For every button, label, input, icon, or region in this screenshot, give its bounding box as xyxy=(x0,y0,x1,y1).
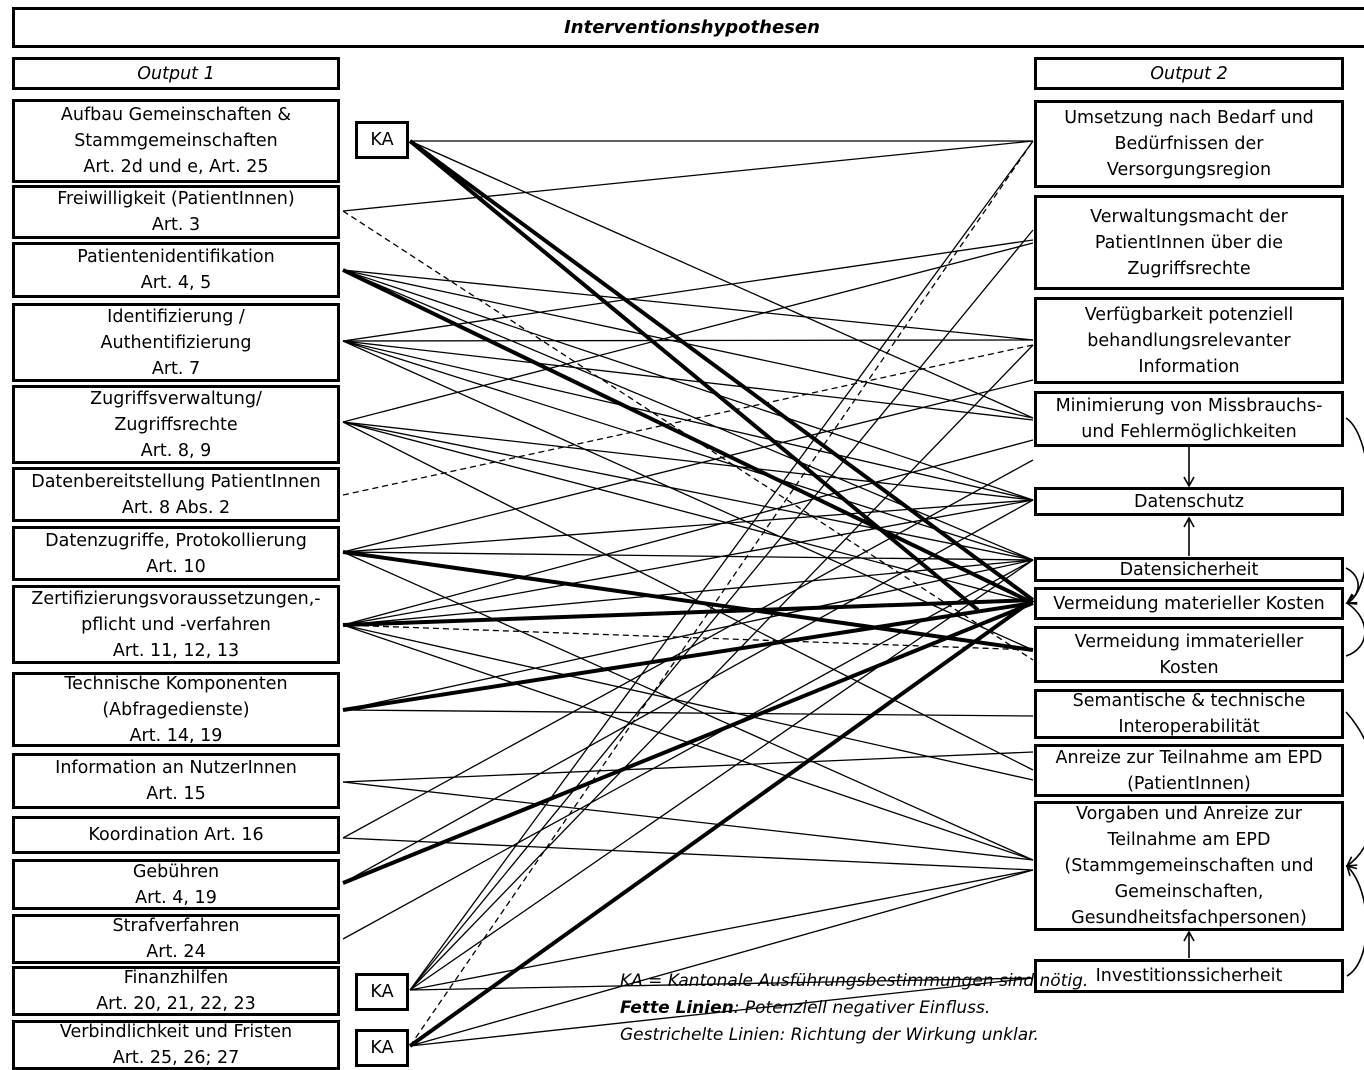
left-box-technische-komponenten: Technische Komponenten (Abfragedienste) … xyxy=(12,672,340,747)
ka-box-top: KA xyxy=(355,121,409,159)
ka-box-middle: KA xyxy=(355,973,409,1011)
link-19 xyxy=(343,422,1033,560)
right-box-interoperabilitaet: Semantische & technische Interoperabilit… xyxy=(1034,689,1344,739)
left-box-verbindlichkeit: Verbindlichkeit und Fristen Art. 25, 26;… xyxy=(12,1020,340,1070)
link-20 xyxy=(343,422,1033,603)
right-box-anreize-patienten: Anreize zur Teilnahme am EPD (PatientInn… xyxy=(1034,744,1344,797)
link-1 xyxy=(410,141,1033,418)
link-27 xyxy=(343,552,1033,860)
left-box-strafverfahren: Strafverfahren Art. 24 xyxy=(12,914,340,964)
left-box-finanzhilfen: Finanzhilfen Art. 20, 21, 22, 23 xyxy=(12,966,340,1016)
left-box-koordination: Koordination Art. 16 xyxy=(12,816,340,854)
left-box-aufbau-gemeinschaften: Aufbau Gemeinschaften & Stammgemeinschaf… xyxy=(12,99,340,183)
right-box-vermeidung-materieller-kosten: Vermeidung materieller Kosten xyxy=(1034,587,1344,620)
link-30 xyxy=(343,500,1033,625)
legend-bold-term: Fette Linien xyxy=(620,998,734,1018)
dashed-link-22 xyxy=(343,345,1033,495)
link-45 xyxy=(410,141,1033,990)
bold-link-28 xyxy=(343,600,1033,625)
right-box-datenschutz: Datenschutz xyxy=(1034,487,1344,516)
left-box-gebuehren: Gebühren Art. 4, 19 xyxy=(12,859,340,910)
right-box-vorgaben-anreize: Vorgaben und Anreize zur Teilnahme am EP… xyxy=(1034,801,1344,931)
right-box-vermeidung-immaterieller-kosten: Vermeidung immaterieller Kosten xyxy=(1034,626,1344,683)
legend-dashed-lines-note: Gestrichelte Linien: Richtung der Wirkun… xyxy=(620,1022,1088,1049)
link-15 xyxy=(343,341,1033,560)
link-13 xyxy=(343,341,1033,420)
bold-link-35 xyxy=(343,603,1033,710)
left-box-zugriffsverwaltung: Zugriffsverwaltung/ Zugriffsrechte Art. … xyxy=(12,385,340,464)
ka-box-bottom: KA xyxy=(355,1029,409,1067)
right-box-verfuegbarkeit-information: Verfügbarkeit potenziell behandlungsrele… xyxy=(1034,297,1344,384)
right-box-datensicherheit: Datensicherheit xyxy=(1034,557,1344,582)
left-box-information-nutzer: Information an NutzerInnen Art. 15 xyxy=(12,753,340,809)
legend: KA = Kantonale Ausführungsbestimmungen s… xyxy=(620,968,1088,1049)
link-4 xyxy=(343,141,1033,211)
left-box-patientenidentifikation: Patientenidentifikation Art. 4, 5 xyxy=(12,242,340,298)
link-31 xyxy=(343,440,1033,625)
link-12 xyxy=(343,340,1033,341)
link-44 xyxy=(343,560,1033,939)
left-box-datenbereitstellung: Datenbereitstellung PatientInnen Art. 8 … xyxy=(12,467,340,522)
bold-link-2 xyxy=(410,141,1033,600)
left-box-identifizierung: Identifizierung / Authentifizierung Art.… xyxy=(12,303,340,382)
right-box-minimierung-missbrauch: Minimierung von Missbrauchs- und Fehlerm… xyxy=(1034,391,1344,447)
link-32 xyxy=(343,560,1033,625)
dashed-link-52 xyxy=(410,141,1033,1046)
left-box-zertifizierung: Zertifizierungsvoraussetzungen,- pflicht… xyxy=(12,585,340,664)
left-box-freiwilligkeit: Freiwilligkeit (PatientInnen) Art. 3 xyxy=(12,185,340,239)
legend-bold-description: : Potenziell negativer Einfluss. xyxy=(734,998,991,1018)
link-43 xyxy=(343,500,1033,883)
output1-header: Output 1 xyxy=(12,57,340,90)
right-box-umsetzung-bedarf: Umsetzung nach Bedarf und Bedürfnissen d… xyxy=(1034,100,1344,188)
right-box-verwaltungsmacht: Verwaltungsmacht der PatientInnen über d… xyxy=(1034,195,1344,290)
link-11 xyxy=(343,240,1033,341)
link-38 xyxy=(343,752,1033,782)
link-21 xyxy=(343,422,1033,770)
output2-header: Output 2 xyxy=(1034,57,1344,90)
link-18 xyxy=(343,422,1033,500)
link-36 xyxy=(343,710,1033,716)
legend-bold-lines-note: Fette Linien: Potenziell negativer Einfl… xyxy=(620,995,1088,1022)
left-box-datenzugriffe: Datenzugriffe, Protokollierung Art. 10 xyxy=(12,526,340,581)
legend-ka-note: KA = Kantonale Ausführungsbestimmungen s… xyxy=(620,968,1088,995)
link-40 xyxy=(343,460,1033,838)
diagram-title: Interventionshypothesen xyxy=(12,7,1364,48)
bold-link-42 xyxy=(343,603,1033,883)
